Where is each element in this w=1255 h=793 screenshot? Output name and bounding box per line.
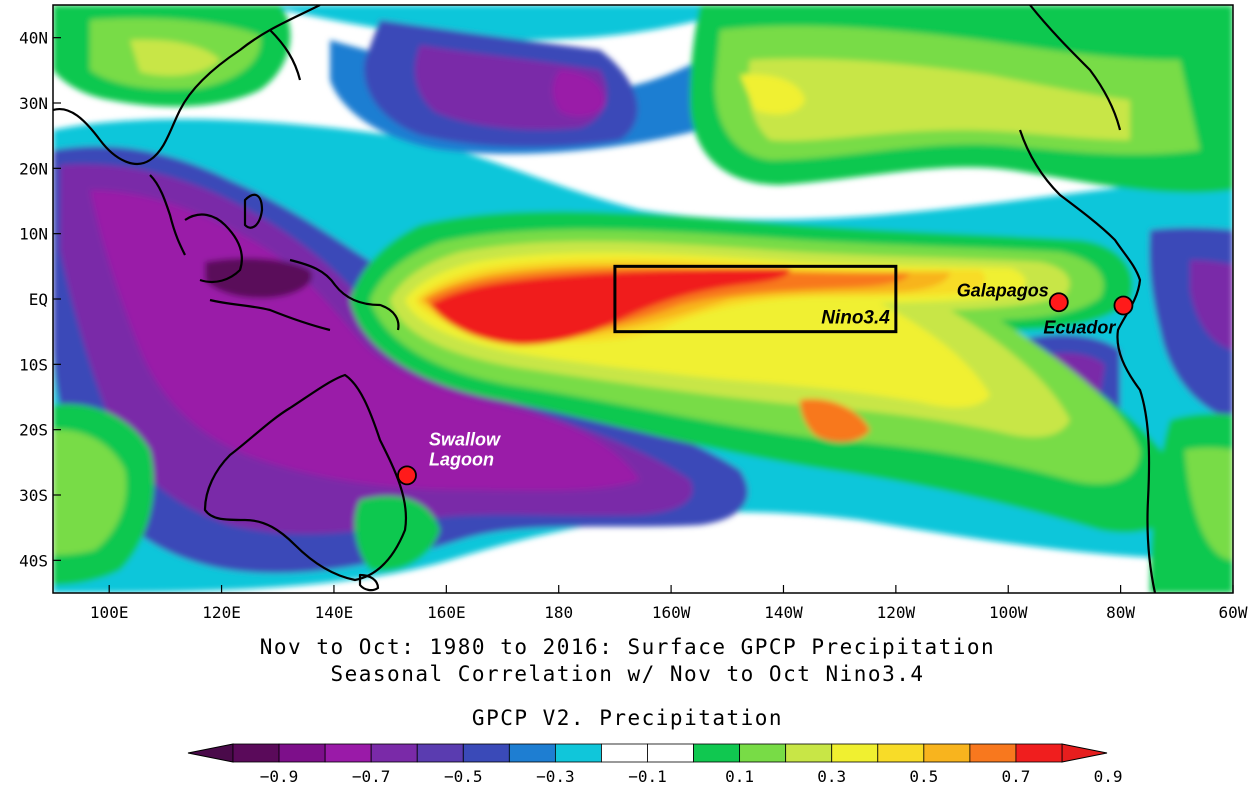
colorbar-swatch [969,743,1017,763]
colorbar-under-arrow [187,743,234,763]
colorbar-swatch [923,743,971,763]
colorbar-tick-label: −0.7 [352,767,391,786]
lon-tick-label: 120W [877,603,916,622]
site-label: Galapagos [957,280,1049,300]
colorbar-tick-label: 0.5 [909,767,938,786]
site-label-line: Galapagos [957,280,1049,300]
site-label: Ecuador [1043,318,1116,338]
coastlines [53,5,1157,593]
colorbar-over-arrow [1061,743,1108,763]
lon-tick-label: 120E [202,603,241,622]
colorbar-tick-label: 0.9 [1094,767,1123,786]
colorbar-swatch [554,743,602,763]
dataset-label: GPCP V2. Precipitation [471,706,784,730]
lat-tick-label: 30S [19,486,48,505]
colorbar-tick-label: −0.1 [628,767,667,786]
figure-subtitle: Seasonal Correlation w/ Nov to Oct Nino3… [330,662,925,686]
colorbar-swatch [647,743,694,763]
colorbar-tick-label: −0.9 [260,767,299,786]
colorbar-tick-label: 0.3 [817,767,846,786]
colorbar-tick-label: −0.3 [536,767,575,786]
colorbar-swatch [278,743,326,763]
lon-tick-label: 80W [1106,603,1135,622]
lon-tick-label: 160E [427,603,466,622]
map-axes: 100E 120E 140E 160E 180 160W 140W 120W 100W 80W 60… [19,29,1248,622]
figure-title: Nov to Oct: 1980 to 2016: Surface GPCP P… [259,635,996,659]
lon-tick-label: 60W [1219,603,1248,622]
site-label-line: Swallow [429,429,501,449]
colorbar-swatch [462,743,510,763]
site-label-line: Lagoon [429,449,494,469]
colorbar-swatch [232,743,280,763]
lat-tick-label: 40S [19,551,48,570]
lon-tick-label: 100W [989,603,1028,622]
colorbar-swatch [785,743,833,763]
lat-tick-label: EQ [29,290,48,309]
colorbar-swatch [1015,743,1063,763]
colorbar-swatch [739,743,787,763]
site-marker [1113,295,1134,316]
colorbar-swatch [508,743,556,763]
colorbar-tick-label: 0.7 [1001,767,1030,786]
lat-tick-label: 20N [19,159,48,178]
lon-tick-label: 140E [315,603,354,622]
precipitation-correlation-field [53,5,1233,593]
lon-tick-label: 160W [652,603,691,622]
colorbar-swatch [416,743,464,763]
lat-tick-label: 10N [19,225,48,244]
lat-tick-label: 30N [19,94,48,113]
lat-tick-label: 20S [19,421,48,440]
site-marker [397,465,417,486]
lat-tick-label: 10S [19,355,48,374]
site-label-line: Ecuador [1043,318,1116,338]
lon-tick-label: 180 [544,603,573,622]
colorbar-swatch [324,743,372,763]
colorbar: −0.9 −0.7 −0.5 −0.3 −0.1 0.1 0.3 0.5 0.7 0.9 [187,743,1123,786]
colorbar-swatch [370,743,418,763]
colorbar-swatch [877,743,925,763]
lat-tick-label: 40N [19,29,48,48]
nino34-label: Nino3.4 [821,308,890,329]
site-markers: Swallow Lagoon Galapagos Ecuador [397,280,1134,486]
site-marker [1048,292,1069,313]
colorbar-swatch [831,743,879,763]
nino34-region: Nino3.4 [613,264,898,334]
lon-tick-label: 100E [90,603,129,622]
colorbar-tick-label: −0.5 [444,767,483,786]
site-label: Swallow Lagoon [429,429,501,469]
nino34-box [613,264,898,334]
colorbar-swatch [601,743,648,763]
lon-tick-label: 140W [764,603,803,622]
colorbar-tick-label: 0.1 [725,767,754,786]
colorbar-swatch [693,743,741,763]
